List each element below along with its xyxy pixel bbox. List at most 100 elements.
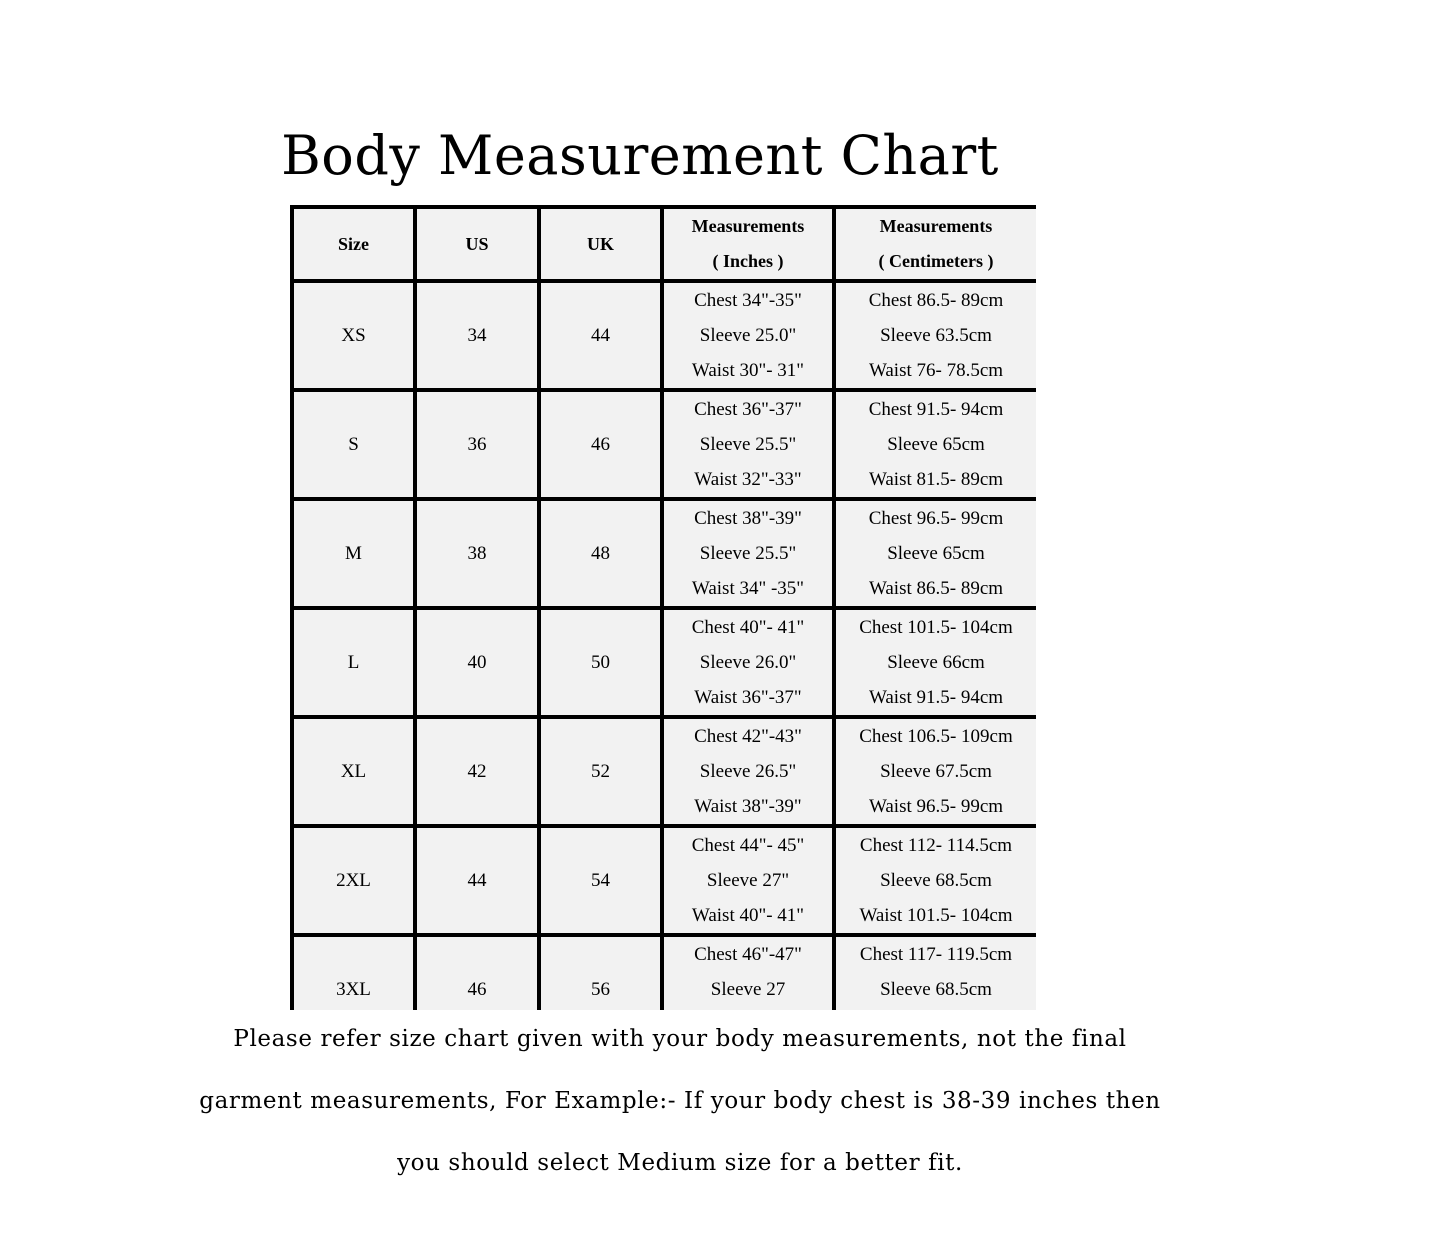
- measurement-line: Sleeve 63.5cm: [880, 325, 992, 346]
- measurement-line: Chest 42"-43": [694, 726, 802, 747]
- cell-size: XL: [290, 715, 417, 828]
- header-cm-line: Measurements: [879, 216, 993, 236]
- measurement-line: Chest 91.5- 94cm: [868, 399, 1004, 420]
- measurement-line: Sleeve 27: [710, 979, 786, 1000]
- measurement-line: Sleeve 25.0": [699, 325, 797, 346]
- table-row: M 38 48 Chest 38"-39" Sleeve 25.5" Waist 34" …: [290, 497, 1036, 610]
- measurement-line: Waist 32"-33": [694, 469, 802, 490]
- cell-inches: Chest 34"-35" Sleeve 25.0" Waist 30"- 31": [660, 279, 836, 392]
- cell-cm: Chest 112- 114.5cm Sleeve 68.5cm Waist 101…: [832, 824, 1036, 937]
- header-uk: UK: [537, 205, 664, 283]
- note-line: garment measurements, For Example:- If y…: [199, 1088, 1161, 1114]
- measurement-line: Chest 34"-35": [694, 290, 802, 311]
- measurement-line: Waist 30"- 31": [691, 360, 805, 381]
- measurement-line: Sleeve 66cm: [887, 652, 985, 673]
- header-size: Size: [290, 205, 417, 283]
- measurement-line: Chest 101.5- 104cm: [859, 617, 1013, 638]
- measurement-line: Chest 44"- 45": [691, 835, 805, 856]
- measurement-line: Chest 40"- 41": [691, 617, 805, 638]
- cell-cm: Chest 91.5- 94cm Sleeve 65cm Waist 81.5- 8…: [832, 388, 1036, 501]
- cell-us: 38: [413, 497, 541, 610]
- cell-cm: Chest 101.5- 104cm Sleeve 66cm Waist 91.5-…: [832, 606, 1036, 719]
- cell-inches: Chest 38"-39" Sleeve 25.5" Waist 34" -35": [660, 497, 836, 610]
- measurement-line: Sleeve 68.5cm: [880, 979, 992, 1000]
- measurement-line: Sleeve 65cm: [887, 543, 985, 564]
- cell-uk: 46: [537, 388, 664, 501]
- cell-cm: Chest 96.5- 99cm Sleeve 65cm Waist 86.5- 8…: [832, 497, 1036, 610]
- measurement-line: Waist 91.5- 94cm: [868, 687, 1004, 708]
- measurement-line: Sleeve 27": [706, 870, 790, 891]
- cell-inches: Chest 42"-43" Sleeve 26.5" Waist 38"-39": [660, 715, 836, 828]
- header-inches-unit: ( Inches ): [712, 251, 784, 271]
- measurement-line: Waist 96.5- 99cm: [868, 796, 1004, 817]
- note-line: you should select Medium size for a bett…: [397, 1150, 963, 1176]
- size-chart: Size US UK Measurements ( Inches ) Measur…: [290, 205, 1036, 1010]
- cell-size: M: [290, 497, 417, 610]
- table-row: S 36 46 Chest 36"-37" Sleeve 25.5" Waist 32"-…: [290, 388, 1036, 501]
- measurement-line: Chest 36"-37": [694, 399, 802, 420]
- cell-us: 42: [413, 715, 541, 828]
- page-title: Body Measurement Chart: [281, 124, 999, 188]
- cell-cm: Chest 106.5- 109cm Sleeve 67.5cm Waist 96.…: [832, 715, 1036, 828]
- cell-uk: 50: [537, 606, 664, 719]
- measurement-line: Sleeve 26.0": [699, 652, 797, 673]
- measurement-line: Chest 106.5- 109cm: [859, 726, 1013, 747]
- cell-inches: Chest 36"-37" Sleeve 25.5" Waist 32"-33": [660, 388, 836, 501]
- cell-size: 3XL: [290, 933, 417, 1010]
- measurement-line: Chest 117- 119.5cm: [859, 944, 1013, 965]
- cell-us: 46: [413, 933, 541, 1010]
- measurement-line: Waist 76- 78.5cm: [868, 360, 1004, 381]
- measurement-line: Sleeve 65cm: [887, 434, 985, 455]
- measurement-line: Sleeve 68.5cm: [880, 870, 992, 891]
- cell-uk: 52: [537, 715, 664, 828]
- cell-us: 40: [413, 606, 541, 719]
- cell-size: 2XL: [290, 824, 417, 937]
- measurement-line: Waist 86.5- 89cm: [868, 578, 1004, 599]
- measurement-line: Sleeve 25.5": [699, 543, 797, 564]
- measurement-line: Waist 81.5- 89cm: [868, 469, 1004, 490]
- cell-us: 34: [413, 279, 541, 392]
- header-inches: Measurements ( Inches ): [660, 205, 836, 283]
- measurement-line: Sleeve 26.5": [699, 761, 797, 782]
- cell-us: 36: [413, 388, 541, 501]
- measurement-line: Waist 36"-37": [694, 687, 802, 708]
- measurement-line: Chest 112- 114.5cm: [859, 835, 1013, 856]
- table-row: XL 42 52 Chest 42"-43" Sleeve 26.5" Waist 38"…: [290, 715, 1036, 828]
- measurement-line: Waist 40"- 41": [691, 905, 805, 926]
- cell-inches: Chest 40"- 41" Sleeve 26.0" Waist 36"-37": [660, 606, 836, 719]
- header-inches-line: Measurements: [691, 216, 805, 236]
- measurement-line: Sleeve 25.5": [699, 434, 797, 455]
- header-row: Size US UK Measurements ( Inches ) Measur…: [290, 205, 1036, 283]
- measurement-line: Chest 86.5- 89cm: [868, 290, 1004, 311]
- header-cm-unit: ( Centimeters ): [878, 251, 994, 271]
- cell-uk: 44: [537, 279, 664, 392]
- cell-size: S: [290, 388, 417, 501]
- cell-inches: Chest 46"-47" Sleeve 27 Waist 42"-43": [660, 933, 836, 1010]
- cell-cm: Chest 117- 119.5cm Sleeve 68.5cm Waist 106…: [832, 933, 1036, 1010]
- cell-cm: Chest 86.5- 89cm Sleeve 63.5cm Waist 76- 7…: [832, 279, 1036, 392]
- table-row: 2XL 44 54 Chest 44"- 45" Sleeve 27" Waist 40"…: [290, 824, 1036, 937]
- cell-us: 44: [413, 824, 541, 937]
- cell-uk: 54: [537, 824, 664, 937]
- table-row: L 40 50 Chest 40"- 41" Sleeve 26.0" Waist 36"…: [290, 606, 1036, 719]
- cell-size: L: [290, 606, 417, 719]
- header-cm: Measurements ( Centimeters ): [832, 205, 1036, 283]
- measurement-line: Waist 38"-39": [694, 796, 802, 817]
- measurement-line: Chest 38"-39": [694, 508, 802, 529]
- note-line: Please refer size chart given with your …: [233, 1026, 1127, 1052]
- measurement-line: Waist 42"-43": [664, 1007, 832, 1010]
- measurement-line: Sleeve 67.5cm: [880, 761, 992, 782]
- measurement-line: Waist 34" -35": [691, 578, 805, 599]
- cell-uk: 48: [537, 497, 664, 610]
- measurement-line: Chest 46"-47": [694, 944, 802, 965]
- cell-uk: 56: [537, 933, 664, 1010]
- cell-size: XS: [290, 279, 417, 392]
- table-row: XS 34 44 Chest 34"-35" Sleeve 25.0" Waist 30"…: [290, 279, 1036, 392]
- cell-inches: Chest 44"- 45" Sleeve 27" Waist 40"- 41": [660, 824, 836, 937]
- measurement-line: Waist 106.5- 109cm: [836, 1007, 1036, 1010]
- measurement-line: Chest 96.5- 99cm: [868, 508, 1004, 529]
- measurement-line: Waist 101.5- 104cm: [859, 905, 1013, 926]
- size-table: Size US UK Measurements ( Inches ) Measur…: [290, 205, 1036, 1010]
- header-us: US: [413, 205, 541, 283]
